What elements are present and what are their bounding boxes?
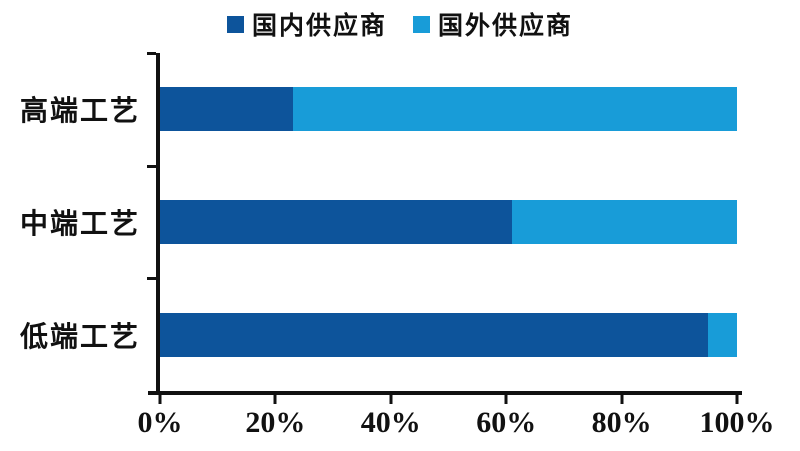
category-label-low-end-process: 低端工艺 (19, 321, 140, 353)
y-axis-tick (147, 277, 156, 281)
y-axis-tick (147, 52, 156, 55)
x-axis-tick (389, 394, 393, 404)
plot-area: 0% 20% 40% 60% 80% 100% (138, 52, 775, 439)
x-tick-label-60: 60% (476, 406, 537, 439)
x-axis-tick (273, 394, 277, 404)
bar-segment-foreign-supplier (292, 87, 737, 132)
x-axis-tick (620, 394, 624, 404)
y-axis-tick (147, 164, 156, 168)
bar-segment-foreign-supplier (708, 312, 737, 357)
legend-swatch-domestic-supplier (226, 15, 244, 33)
x-axis-tick (735, 394, 739, 404)
bar-row-low-end-process (160, 312, 737, 357)
x-tick-label-0: 0% (137, 406, 183, 439)
legend-item-domestic-supplier: 国内供应商 (226, 6, 387, 42)
legend-label-foreign-supplier: 国外供应商 (438, 13, 574, 40)
bar-segment-domestic-supplier (160, 200, 512, 244)
category-label-high-end-process: 高端工艺 (19, 96, 140, 128)
x-axis-line (148, 391, 742, 395)
bar-segment-domestic-supplier (160, 312, 709, 357)
x-tick-label-100: 100% (699, 406, 775, 439)
legend: 国内供应商 国外供应商 (0, 6, 800, 42)
legend-label-domestic-supplier: 国内供应商 (251, 13, 387, 40)
legend-item-foreign-supplier: 国外供应商 (413, 6, 573, 42)
bar-segment-foreign-supplier (511, 200, 737, 244)
x-axis-tick (158, 394, 162, 404)
bar-row-mid-end-process (160, 200, 737, 244)
y-axis-category-labels: 高端工艺 中端工艺 低端工艺 (0, 53, 146, 391)
bar-segment-domestic-supplier (160, 87, 293, 132)
x-axis-tick (504, 394, 508, 404)
x-tick-label-20: 20% (245, 406, 306, 439)
legend-swatch-foreign-supplier (413, 15, 430, 33)
x-tick-label-40: 40% (360, 406, 421, 439)
bar-row-high-end-process (160, 87, 737, 132)
category-label-mid-end-process: 中端工艺 (19, 209, 140, 240)
y-axis-line (156, 53, 160, 395)
x-tick-label-80: 80% (591, 406, 652, 439)
